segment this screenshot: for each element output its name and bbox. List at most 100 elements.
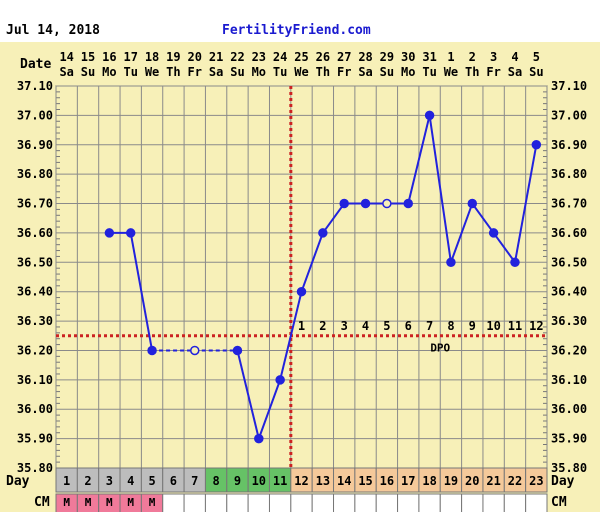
temp-point-3 (125, 228, 136, 238)
weekday-label-16: Mo (401, 65, 415, 79)
cm-value-3: M (127, 496, 134, 509)
ytick-left-11: 36.90 (17, 138, 53, 152)
cycle-day-20: 21 (486, 474, 500, 488)
cm-cell-6 (183, 493, 206, 512)
weekday-label-21: Sa (508, 65, 522, 79)
date-label-6: 20 (188, 50, 202, 64)
cm-value-4: M (149, 496, 156, 509)
date-label-21: 4 (511, 50, 518, 64)
temp-point-19 (467, 198, 478, 209)
series-segment-16-17 (407, 115, 431, 204)
date-label-3: 17 (123, 50, 137, 64)
ytick-right-6: 36.40 (551, 285, 587, 299)
date-label-10: 24 (273, 50, 287, 64)
series-segment-10-11 (279, 291, 303, 381)
weekday-label-17: Tu (422, 65, 436, 79)
cm-row-label-right: CM (551, 495, 567, 510)
dpo-label-8: 9 (469, 319, 476, 333)
cycle-day-9: 10 (252, 474, 266, 488)
date-label-20: 3 (490, 50, 497, 64)
dpo-label-10: 11 (508, 319, 522, 333)
weekday-label-6: Fr (188, 65, 202, 79)
cycle-day-11: 12 (294, 474, 308, 488)
cm-cell-8 (226, 493, 249, 512)
date-label-13: 27 (337, 50, 351, 64)
cycle-day-12: 13 (316, 474, 330, 488)
ytick-left-10: 36.80 (17, 167, 53, 181)
temp-point-22 (531, 140, 542, 150)
dpo-label-11: 12 (529, 319, 543, 333)
temp-point-4 (147, 345, 157, 356)
date-row-label: Date (20, 57, 51, 72)
temp-point-21 (510, 257, 520, 268)
weekday-label-11: We (294, 65, 308, 79)
cm-value-1: M (85, 496, 92, 509)
cycle-day-22: 23 (529, 474, 543, 488)
date-label-8: 22 (230, 50, 244, 64)
date-label-4: 18 (145, 50, 159, 64)
dpo-label-6: 7 (426, 319, 433, 333)
cm-cell-11 (290, 493, 313, 512)
ytick-left-2: 36.00 (17, 402, 53, 416)
cycle-day-15: 16 (380, 474, 394, 488)
ytick-right-10: 36.80 (551, 167, 587, 181)
dpo-label-9: 10 (486, 319, 500, 333)
cycle-day-16: 17 (401, 474, 415, 488)
series-segment-20-21 (492, 232, 516, 263)
date-label-19: 2 (469, 50, 476, 64)
temp-point-11 (296, 286, 307, 297)
cycle-day-21: 22 (508, 474, 522, 488)
cm-cell-9 (247, 493, 270, 512)
dpo-label-1: 2 (319, 319, 326, 333)
date-label-11: 25 (294, 50, 308, 64)
cycle-day-6: 7 (191, 474, 198, 488)
date-label-0: 14 (59, 50, 73, 64)
weekday-label-10: Tu (273, 65, 287, 79)
ytick-right-4: 36.20 (551, 343, 587, 357)
series-segment-19-20 (471, 202, 495, 234)
ytick-right-13: 37.10 (551, 79, 587, 93)
dpo-caption: DPO (430, 341, 450, 354)
date-label-16: 30 (401, 50, 415, 64)
temp-point-15 (382, 198, 392, 209)
temp-point-17 (424, 110, 435, 121)
ytick-right-7: 36.50 (551, 255, 587, 269)
ytick-right-1: 35.90 (551, 432, 587, 446)
date-label-14: 28 (358, 50, 372, 64)
cm-cell-16 (397, 493, 420, 512)
cycle-day-10: 11 (273, 474, 287, 488)
cycle-day-3: 4 (127, 474, 134, 488)
ytick-right-12: 37.00 (551, 108, 587, 122)
dpo-label-0: 1 (298, 319, 305, 333)
site-name-header: FertilityFriend.com (222, 23, 371, 38)
weekday-label-13: Fr (337, 65, 351, 79)
dpo-label-3: 4 (362, 319, 369, 333)
cm-cell-12 (311, 493, 335, 512)
cm-row-label-left: CM (34, 495, 50, 510)
cm-cell-13 (333, 493, 356, 512)
date-label-18: 1 (447, 50, 454, 64)
chart-date-header: Jul 14, 2018 (6, 23, 100, 38)
cycle-day-18: 19 (444, 474, 458, 488)
weekday-label-22: Su (529, 65, 543, 79)
date-label-5: 19 (166, 50, 180, 64)
cycle-day-19: 20 (465, 474, 479, 488)
temp-point-2 (104, 228, 115, 238)
weekday-label-0: Sa (59, 65, 73, 79)
dpo-label-4: 5 (383, 319, 390, 333)
cm-cell-18 (439, 493, 463, 512)
weekday-label-1: Su (81, 65, 95, 79)
plot-background (0, 42, 600, 512)
series-segment-17-18 (428, 115, 452, 263)
date-label-22: 5 (533, 50, 540, 64)
series-segment-9-10 (257, 379, 282, 439)
cycle-day-8: 9 (234, 474, 241, 488)
dpo-label-5: 6 (405, 319, 412, 333)
axis-labels: Date 14Sa15Su16Mo17Tu18We19Th20Fr21Sa22Su… (17, 50, 587, 475)
day-cell-22 (525, 467, 548, 493)
weekday-label-3: Tu (123, 65, 137, 79)
cycle-day-2: 3 (106, 474, 113, 488)
series-segment-3-4 (129, 232, 154, 351)
ytick-right-0: 35.80 (551, 461, 587, 475)
date-label-9: 23 (252, 50, 266, 64)
